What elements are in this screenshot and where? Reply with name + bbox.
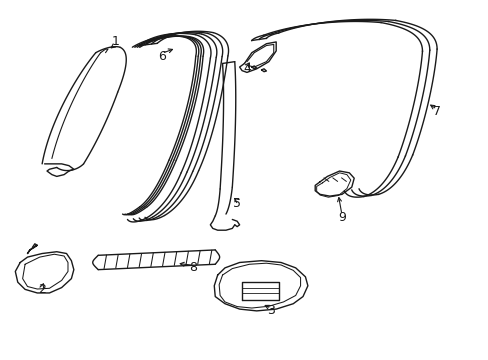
Text: 8: 8 — [189, 261, 197, 274]
Text: 4: 4 — [243, 62, 250, 75]
Text: 7: 7 — [432, 105, 440, 118]
Text: 9: 9 — [337, 211, 345, 224]
Text: 1: 1 — [111, 35, 119, 49]
Text: 3: 3 — [267, 305, 275, 318]
Text: 2: 2 — [38, 283, 46, 296]
Text: 5: 5 — [233, 197, 241, 210]
Text: 6: 6 — [157, 50, 165, 63]
